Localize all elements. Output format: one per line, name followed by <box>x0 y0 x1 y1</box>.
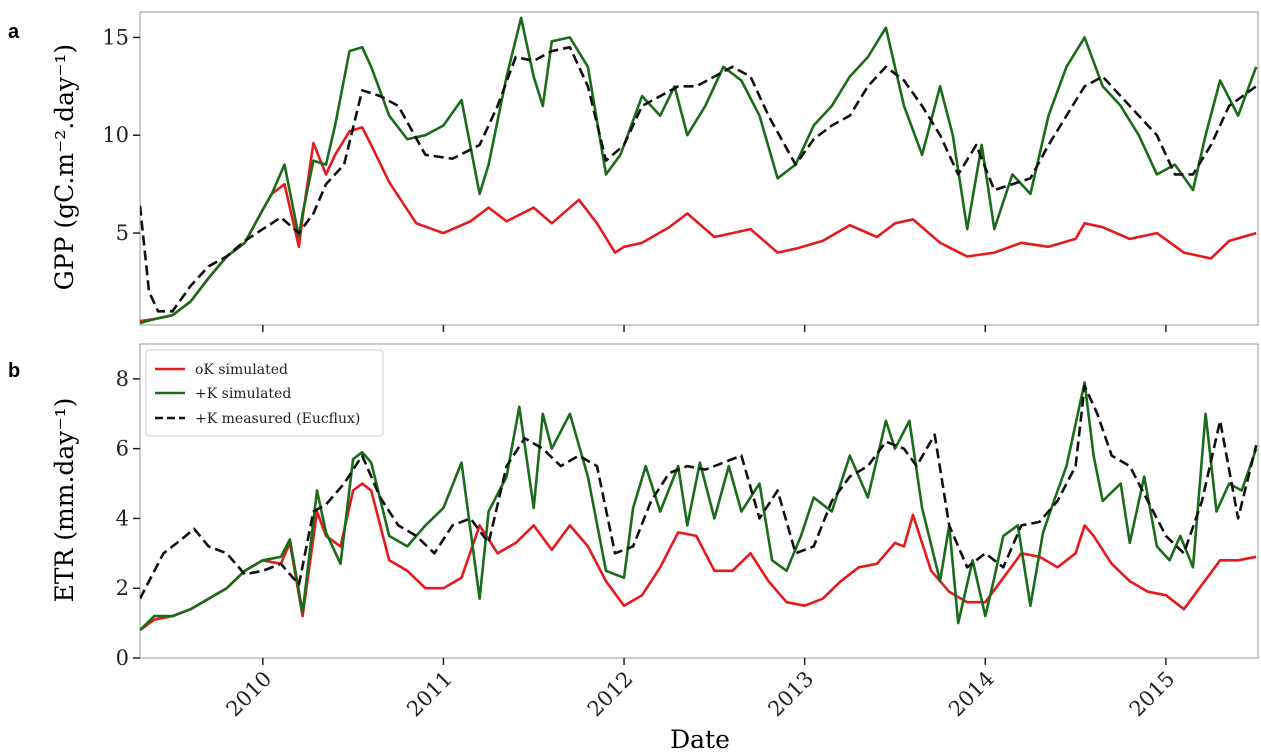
y-tick-label: 10 <box>102 123 129 147</box>
legend-label-ok-simulated: oK simulated <box>195 362 288 378</box>
y-tick-label: 0 <box>116 646 129 670</box>
x-tick-label: 2013 <box>763 667 818 722</box>
panel-b: b ETR (mm.day⁻¹) 0 2 4 6 8 2010 2011 2012 2013 20… <box>8 343 1259 754</box>
legend-frame <box>145 349 384 437</box>
panel-a-plot: 5 10 15 <box>102 11 1259 332</box>
y-tick-label: 2 <box>116 576 129 600</box>
legend-label-k-simulated: +K simulated <box>195 386 291 402</box>
series-k-simulated <box>140 16 1258 325</box>
y-tick-label: 4 <box>116 506 129 530</box>
panel-b-letter: b <box>8 360 20 382</box>
x-tick-label: 2010 <box>222 667 277 722</box>
x-tick-label: 2012 <box>583 667 638 722</box>
y-tick-label: 15 <box>102 25 129 49</box>
panel-a-ylabel: GPP (gC.m⁻².day⁻¹) <box>50 44 79 290</box>
y-tick-label: 5 <box>116 221 129 245</box>
series-k-measured-eucflux <box>140 45 1257 313</box>
series-ok-simulated <box>140 126 1257 323</box>
panel-a-letter: a <box>8 21 20 43</box>
x-tick-label: 2011 <box>402 667 457 722</box>
panel-a-frame <box>139 11 1259 326</box>
legend: oK simulated +K simulated +K measured (E… <box>145 349 384 437</box>
x-tick-label: 2015 <box>1125 667 1180 722</box>
x-axis-label: Date <box>670 725 730 754</box>
y-tick-label: 8 <box>116 367 129 391</box>
series-ok-simulated <box>140 482 1257 632</box>
panel-b-ylabel: ETR (mm.day⁻¹) <box>50 398 79 603</box>
series-k-simulated <box>140 381 1258 632</box>
x-tick-label: 2014 <box>944 667 999 722</box>
panel-a: a GPP (gC.m⁻².day⁻¹) 5 10 15 <box>8 11 1259 332</box>
legend-label-k-measured: +K measured (Eucflux) <box>195 411 360 427</box>
y-tick-label: 6 <box>116 437 129 461</box>
series-k-measured-eucflux <box>140 384 1258 600</box>
